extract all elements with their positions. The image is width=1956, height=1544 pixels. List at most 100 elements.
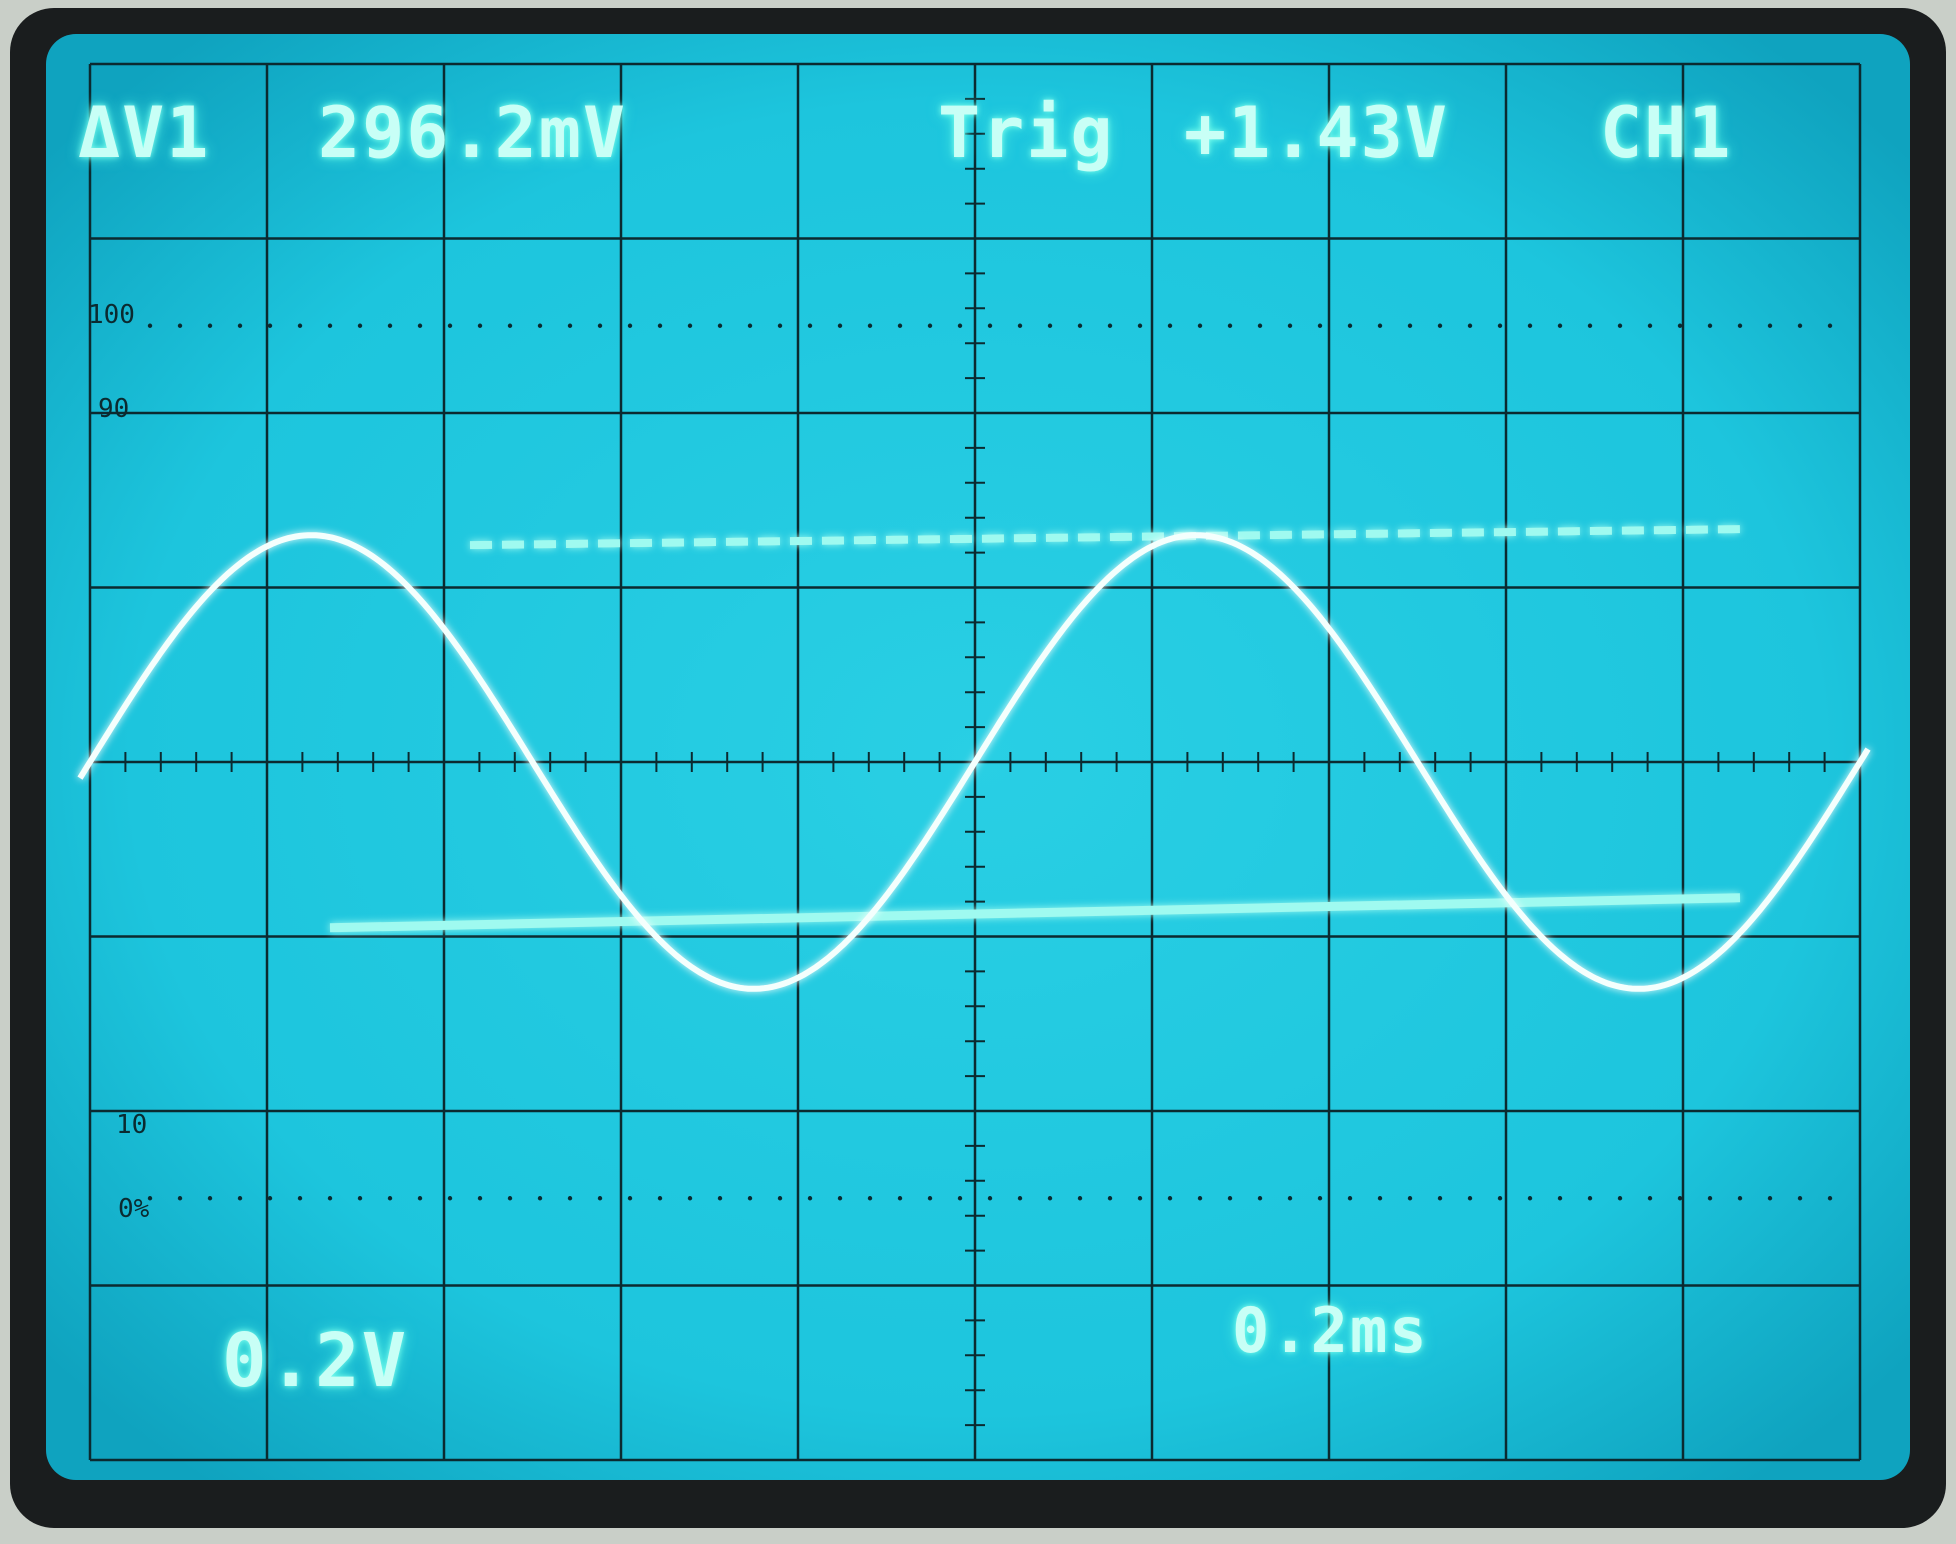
dotted-reference-mark — [1827, 1196, 1833, 1201]
dotted-reference-mark — [1017, 323, 1023, 328]
dotted-reference-mark — [1467, 323, 1473, 328]
trigger-label: Trig — [938, 92, 1115, 174]
dotted-reference-mark — [777, 1196, 783, 1201]
dotted-reference-mark — [837, 323, 843, 328]
dotted-reference-mark — [597, 323, 603, 328]
dotted-reference-mark — [807, 323, 813, 328]
dotted-reference-mark — [747, 323, 753, 328]
dotted-reference-mark — [477, 323, 483, 328]
dotted-reference-mark — [537, 1196, 543, 1201]
dotted-reference-mark — [1437, 323, 1443, 328]
dotted-reference-mark — [327, 1196, 333, 1201]
dotted-reference-mark — [987, 1196, 993, 1201]
dotted-reference-mark — [447, 1196, 453, 1201]
time-per-div: 0.2ms — [1232, 1294, 1429, 1367]
dotted-reference-mark — [1467, 1196, 1473, 1201]
dotted-reference-mark — [1647, 1196, 1653, 1201]
dotted-reference-mark — [1797, 323, 1803, 328]
center-axis-ticks — [89, 63, 1861, 1461]
volts-per-div: 0.2V — [222, 1318, 409, 1404]
dotted-reference-mark — [297, 1196, 303, 1201]
dotted-reference-mark — [687, 1196, 693, 1201]
dotted-reference-mark — [597, 1196, 603, 1201]
dotted-reference-mark — [1257, 323, 1263, 328]
dotted-reference-mark — [237, 1196, 243, 1201]
dotted-reference-mark — [1137, 1196, 1143, 1201]
dotted-reference-mark — [507, 323, 513, 328]
scale-label-90: 90 — [98, 394, 130, 424]
dotted-reference-mark — [297, 323, 303, 328]
dotted-reference-mark — [1737, 323, 1743, 328]
dotted-reference-mark — [1617, 323, 1623, 328]
dotted-reference-mark — [717, 1196, 723, 1201]
dotted-reference-mark — [1617, 1196, 1623, 1201]
dotted-reference-mark — [927, 1196, 933, 1201]
dotted-reference-mark — [1557, 323, 1563, 328]
dotted-reference-mark — [1707, 1196, 1713, 1201]
dotted-reference-mark — [477, 1196, 483, 1201]
delta-v-value: 296.2mV — [318, 92, 628, 174]
dotted-reference-mark — [1317, 323, 1323, 328]
dotted-reference-mark — [1287, 323, 1293, 328]
dotted-reference-mark — [1047, 1196, 1053, 1201]
dotted-reference-mark — [1167, 1196, 1173, 1201]
dotted-reference-mark — [627, 1196, 633, 1201]
dotted-reference-mark — [567, 323, 573, 328]
dotted-reference-mark — [1497, 1196, 1503, 1201]
dotted-reference-mark — [1527, 1196, 1533, 1201]
dotted-reference-mark — [177, 1196, 183, 1201]
dotted-reference-mark — [1377, 323, 1383, 328]
dotted-reference-mark — [1437, 1196, 1443, 1201]
dotted-reference-mark — [897, 323, 903, 328]
dotted-reference-mark — [1287, 1196, 1293, 1201]
dotted-reference-mark — [267, 1196, 273, 1201]
dotted-reference-mark — [207, 323, 213, 328]
dotted-reference-mark — [1557, 1196, 1563, 1201]
rise-time-dotted-lines — [147, 323, 1833, 1201]
voltage-cursors — [329, 525, 1741, 933]
dotted-reference-mark — [1827, 323, 1833, 328]
dotted-reference-mark — [1227, 323, 1233, 328]
dotted-reference-mark — [1107, 323, 1113, 328]
dotted-reference-mark — [1647, 323, 1653, 328]
dotted-reference-mark — [807, 1196, 813, 1201]
dotted-reference-mark — [387, 1196, 393, 1201]
dotted-reference-mark — [1227, 1196, 1233, 1201]
dotted-reference-mark — [1497, 323, 1503, 328]
upper-cursor-line — [469, 525, 1741, 550]
dotted-reference-mark — [717, 323, 723, 328]
dotted-reference-mark — [567, 1196, 573, 1201]
dotted-reference-mark — [177, 323, 183, 328]
dotted-reference-mark — [1017, 1196, 1023, 1201]
dotted-reference-mark — [417, 1196, 423, 1201]
dotted-reference-mark — [1167, 323, 1173, 328]
dotted-reference-mark — [1347, 1196, 1353, 1201]
dotted-reference-mark — [1527, 323, 1533, 328]
dotted-reference-mark — [1347, 323, 1353, 328]
dotted-reference-mark — [1107, 1196, 1113, 1201]
dotted-reference-mark — [927, 323, 933, 328]
dotted-reference-mark — [447, 323, 453, 328]
dotted-reference-mark — [1047, 323, 1053, 328]
scale-label-100: 100 — [88, 300, 135, 330]
dotted-reference-mark — [1677, 1196, 1683, 1201]
sine-waveform-trace — [77, 532, 1871, 992]
dotted-reference-mark — [687, 323, 693, 328]
dotted-reference-mark — [357, 1196, 363, 1201]
dotted-reference-mark — [1257, 1196, 1263, 1201]
dotted-reference-mark — [1197, 1196, 1203, 1201]
dotted-reference-mark — [1377, 1196, 1383, 1201]
dotted-reference-mark — [1077, 323, 1083, 328]
dotted-reference-mark — [207, 1196, 213, 1201]
dotted-reference-mark — [1137, 323, 1143, 328]
dotted-reference-mark — [1587, 1196, 1593, 1201]
lower-cursor-line — [329, 893, 1741, 933]
dotted-reference-mark — [147, 323, 153, 328]
dotted-reference-mark — [1407, 323, 1413, 328]
dotted-reference-mark — [627, 323, 633, 328]
dotted-reference-mark — [777, 323, 783, 328]
dotted-reference-mark — [327, 323, 333, 328]
trigger-value: +1.43V — [1184, 92, 1449, 174]
dotted-reference-mark — [1797, 1196, 1803, 1201]
dotted-reference-mark — [957, 323, 963, 328]
